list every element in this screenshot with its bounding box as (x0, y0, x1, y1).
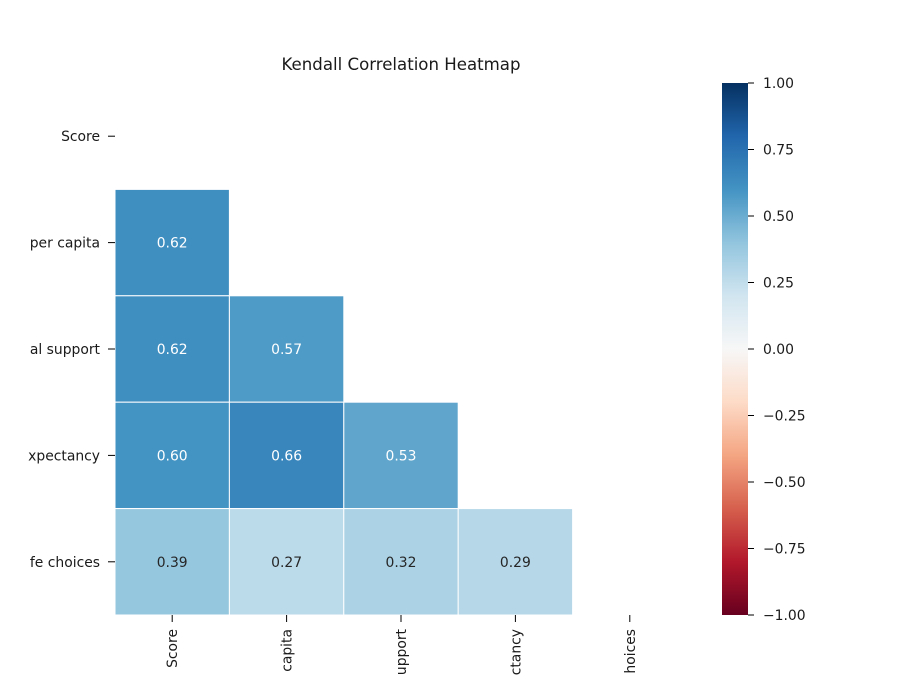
column-tick-label: upport (394, 628, 410, 675)
row-axis: Score per capita al support xpectancy fe cho… (28, 129, 115, 571)
colorbar-tick-label: −0.25 (763, 409, 806, 425)
cell-value-label: 0.27 (271, 555, 302, 571)
heatmap-cell (457, 508, 574, 616)
heatmap-cell (343, 401, 459, 510)
colorbar-tick-label: 0.75 (763, 143, 794, 159)
colorbar-tick-label: −1.00 (763, 608, 806, 624)
cell-value-label: 0.57 (271, 342, 302, 358)
row-tick-label: Score (61, 129, 100, 145)
row-tick-label: fe choices (30, 555, 100, 571)
colorbar-gradient (722, 83, 748, 615)
row-tick-label: per capita (30, 236, 100, 252)
cell-value-label: 0.60 (157, 448, 188, 464)
column-tick-label: Score (165, 629, 181, 668)
colorbar-tick-label: 1.00 (763, 76, 794, 92)
column-tick-label: hoices (623, 629, 639, 674)
colorbar-tick-label: 0.25 (763, 276, 794, 292)
colorbar-tick-label: −0.50 (763, 475, 806, 491)
heatmap-cell (228, 401, 345, 510)
row-tick-label: xpectancy (28, 448, 100, 464)
heatmap-cell (114, 295, 230, 403)
colorbar: 1.00 0.75 0.50 0.25 0.00 −0.25 −0.50 −0.75 −1.00 (722, 76, 806, 624)
cell-value-label: 0.62 (157, 236, 188, 252)
heatmap-cell (114, 401, 230, 510)
heatmap-cells: 0.62 0.62 0.57 0.60 0.66 0.53 0.39 0.27 0.32 0.29 (114, 188, 574, 616)
cell-value-label: 0.62 (157, 342, 188, 358)
heatmap-cell (114, 188, 230, 297)
colorbar-tick-label: 0.50 (763, 209, 794, 225)
cell-value-label: 0.32 (386, 555, 417, 571)
cell-value-label: 0.66 (271, 448, 302, 464)
column-tick-label: ctancy (508, 629, 524, 675)
column-tick-label: capita (280, 629, 296, 672)
colorbar-tick-label: 0.00 (763, 342, 794, 358)
row-tick-label: al support (30, 342, 101, 358)
heatmap-cell (228, 295, 345, 403)
cell-value-label: 0.29 (500, 555, 531, 571)
cell-value-label: 0.53 (386, 448, 417, 464)
cell-value-label: 0.39 (157, 555, 188, 571)
column-axis: Score capita upport ctancy hoices (165, 615, 639, 675)
chart-title: Kendall Correlation Heatmap (282, 55, 521, 74)
colorbar-tick-label: −0.75 (763, 542, 806, 558)
heatmap-cell (228, 508, 345, 616)
